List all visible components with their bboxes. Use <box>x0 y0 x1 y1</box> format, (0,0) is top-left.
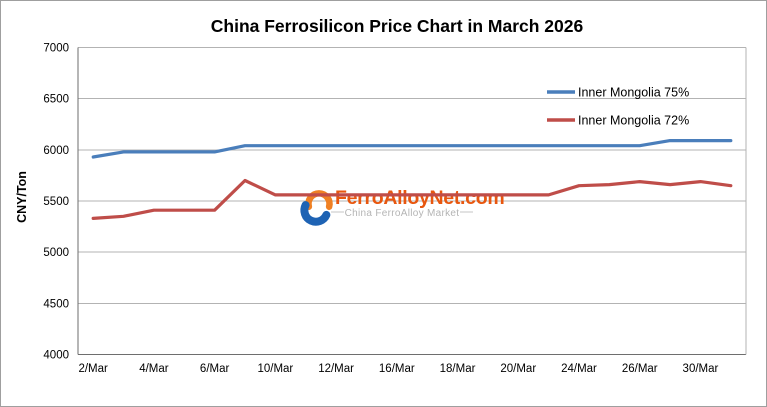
x-tick-label: 20/Mar <box>500 363 536 375</box>
y-tick-label: 4500 <box>43 298 69 310</box>
watermark-tagline-text: China FerroAlloy Market <box>345 208 460 219</box>
series-line-inner-mongolia-72- <box>91 178 733 220</box>
x-axis-tick-labels: 2/Mar 4/Mar 6/Mar 10/Mar 12/Mar 16/Mar 18/Mar 2… <box>78 363 718 375</box>
y-tick-label: 5500 <box>43 196 69 208</box>
chart-title: China Ferrosilicon Price Chart in March … <box>211 16 584 36</box>
watermark-logo-blue-arc-icon <box>300 201 331 226</box>
x-tick-label: 26/Mar <box>622 363 658 375</box>
series-lines-layer <box>91 139 733 220</box>
legend-label-inner-mongolia-75: Inner Mongolia 75% <box>578 86 689 100</box>
x-tick-label: 18/Mar <box>440 363 476 375</box>
x-tick-label: 6/Mar <box>200 363 230 375</box>
series-line-inner-mongolia-75- <box>91 139 733 159</box>
y-tick-label: 4000 <box>43 350 69 362</box>
x-tick-label: 24/Mar <box>561 363 597 375</box>
x-tick-label: 30/Mar <box>683 363 719 375</box>
legend-label-inner-mongolia-72: Inner Mongolia 72% <box>578 114 689 128</box>
x-tick-label: 10/Mar <box>257 363 293 375</box>
y-tick-label: 7000 <box>43 43 69 55</box>
watermark: FerroAlloyNet.com China FerroAlloy Marke… <box>300 187 505 226</box>
x-tick-label: 16/Mar <box>379 363 415 375</box>
gridlines-layer <box>77 47 747 355</box>
y-axis-title: CNY/Ton <box>15 171 29 223</box>
y-axis-tick-labels: 4000 4500 5000 5500 6000 6500 7000 <box>43 43 69 362</box>
y-tick-label: 6500 <box>43 94 69 106</box>
x-tick-label: 2/Mar <box>78 363 108 375</box>
legend: Inner Mongolia 75% Inner Mongolia 72% <box>547 86 689 128</box>
x-tick-label: 4/Mar <box>139 363 169 375</box>
y-tick-label: 5000 <box>43 247 69 259</box>
watermark-brand-text: FerroAlloyNet.com <box>335 187 504 209</box>
x-tick-label: 12/Mar <box>318 363 354 375</box>
y-tick-label: 6000 <box>43 145 69 157</box>
